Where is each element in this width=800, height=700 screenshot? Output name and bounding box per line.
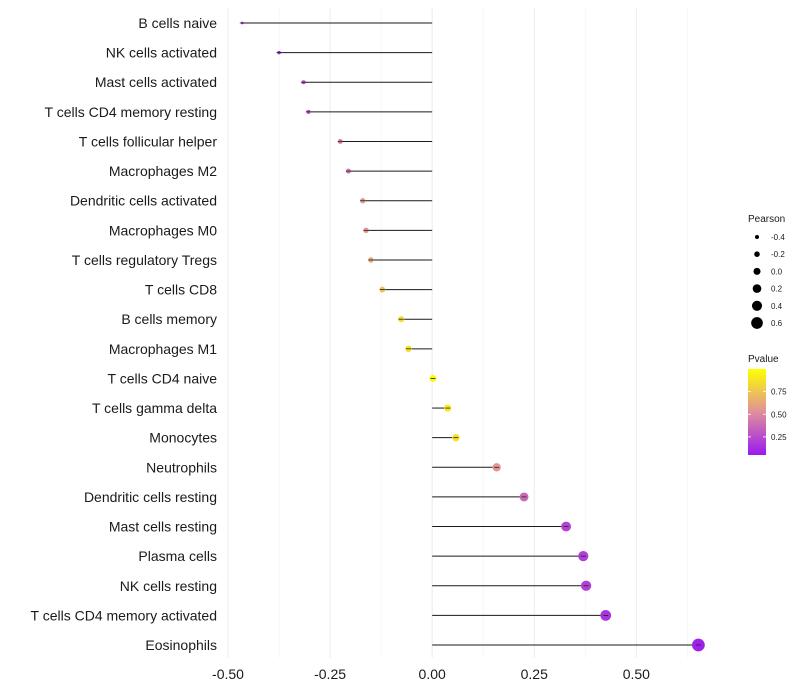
y-axis-label: Eosinophils (145, 637, 217, 653)
y-axis-label: B cells naive (138, 15, 217, 31)
pearson-legend-key (751, 317, 763, 329)
y-axis-label: T cells gamma delta (92, 400, 217, 416)
y-axis-label: T cells regulatory Tregs (72, 252, 217, 268)
y-axis-label: Macrophages M2 (109, 163, 217, 179)
y-axis-label: B cells memory (121, 311, 217, 327)
y-axis-label: T cells CD4 naive (108, 370, 218, 386)
points-layer (239, 21, 705, 652)
stems-layer (242, 22, 699, 646)
y-axis-label: Monocytes (149, 430, 217, 446)
pearson-legend-label: 0.4 (771, 302, 783, 311)
y-axis-label: T cells CD8 (145, 282, 217, 298)
pvalue-legend-label: 0.50 (771, 410, 787, 419)
x-tick-label: 0.00 (419, 666, 446, 682)
pearson-legend-label: 0.2 (771, 285, 783, 294)
y-axis-label: Neutrophils (146, 459, 217, 475)
y-axis-label: Mast cells resting (109, 519, 217, 535)
pearson-legend-label: -0.2 (771, 250, 785, 259)
x-tick-label: 0.50 (623, 666, 650, 682)
pearson-legend-key (754, 234, 760, 240)
pearson-legend-key (751, 300, 763, 311)
pearson-legend-label: -0.4 (771, 233, 785, 242)
y-axis-label: NK cells activated (106, 45, 217, 61)
y-axis-label: Plasma cells (138, 548, 217, 564)
y-axis-label: T cells CD4 memory resting (45, 104, 217, 120)
pearson-legend-key (753, 267, 761, 275)
y-axis-label: Mast cells activated (95, 74, 217, 90)
y-axis-label: Macrophages M0 (109, 222, 217, 238)
pearson-legend-key (754, 251, 760, 257)
pvalue-colorbar (748, 369, 766, 455)
pvalue-color-legend: Pvalue 0.75 0.50 0.25 (748, 354, 787, 455)
y-axis-label: NK cells resting (120, 578, 217, 594)
pearson-legend-label: 0.0 (771, 267, 783, 276)
grid-layer (227, 8, 688, 658)
x-tick-label: 0.25 (521, 666, 548, 682)
pearson-size-legend: Pearson -0.4 -0.2 0.0 0.2 0.4 0.6 (748, 214, 785, 329)
pvalue-legend-label: 0.75 (771, 388, 787, 397)
y-axis-label: T cells CD4 memory activated (31, 607, 217, 623)
y-axis-label: Macrophages M1 (109, 341, 217, 357)
y-axis-label: Dendritic cells resting (84, 489, 217, 505)
pvalue-legend-title: Pvalue (748, 354, 779, 365)
x-tick-label: -0.25 (314, 666, 346, 682)
x-tick-label: -0.50 (212, 666, 244, 682)
y-axis-labels: B cells naive NK cells activated Mast cell… (31, 15, 218, 653)
pearson-legend-label: 0.6 (771, 319, 783, 328)
y-axis-label: T cells follicular helper (79, 133, 218, 149)
pvalue-legend-label: 0.25 (771, 433, 787, 442)
x-axis-ticks: -0.50 -0.25 0.00 0.25 0.50 (212, 666, 650, 682)
pearson-legend-title: Pearson (748, 214, 785, 225)
y-axis-label: Dendritic cells activated (70, 193, 217, 209)
pearson-legend-key (752, 284, 762, 293)
